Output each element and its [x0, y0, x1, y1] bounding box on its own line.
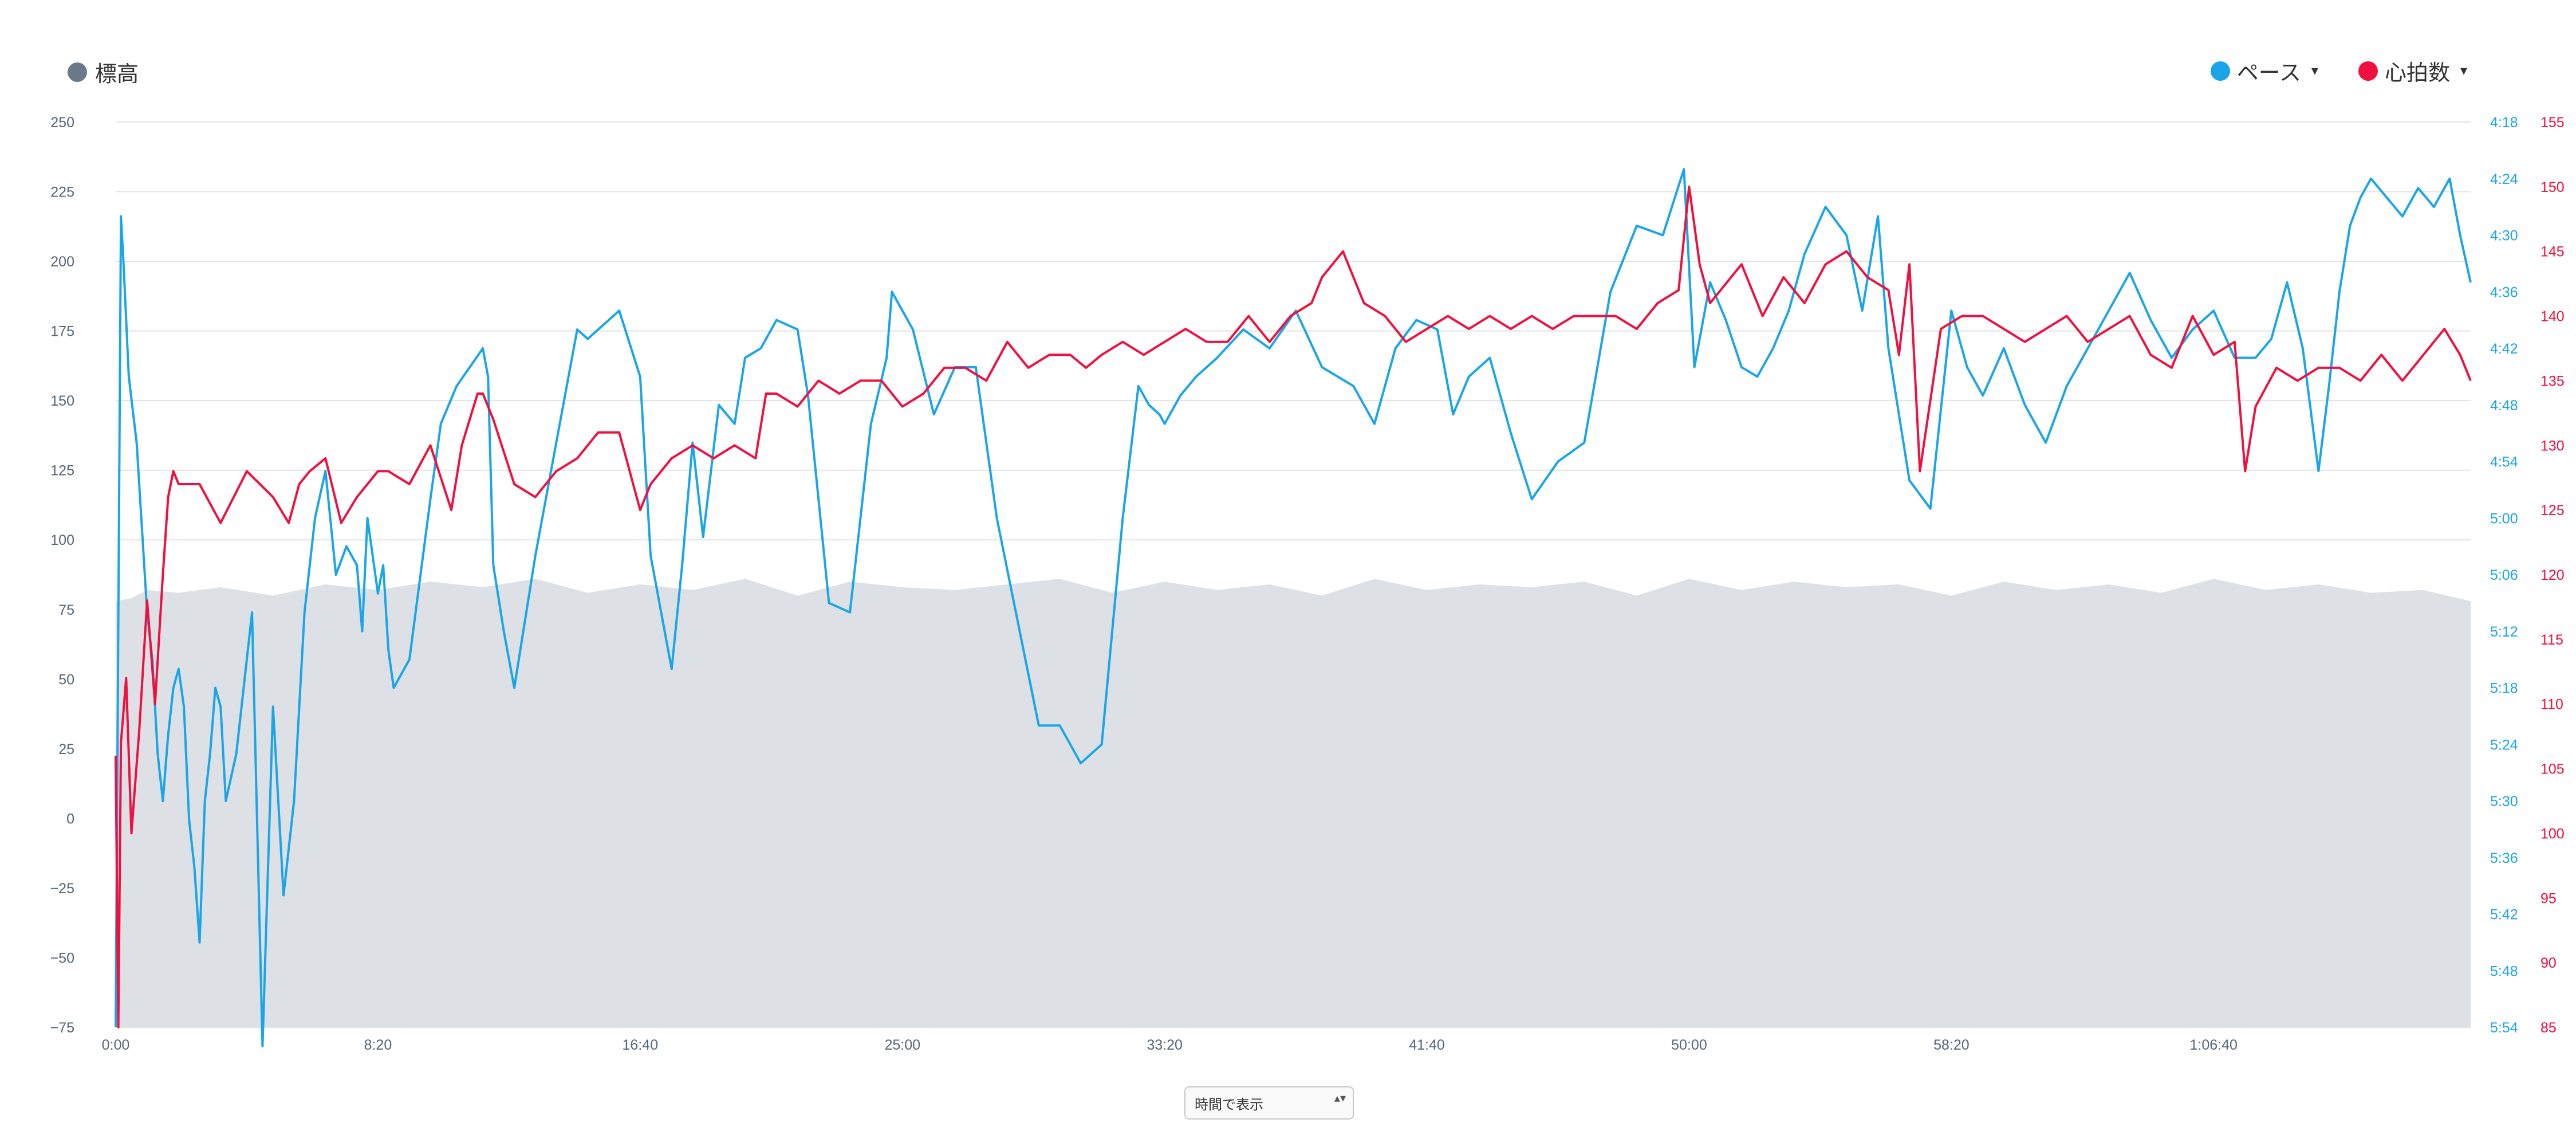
pace-tick-label: 5:12 — [2490, 624, 2518, 640]
hr-tick-label: 100 — [2540, 826, 2565, 842]
pace-tick-label: 4:24 — [2490, 171, 2518, 187]
pace-tick-label: 4:54 — [2490, 454, 2518, 470]
pace-legend-dot — [2210, 61, 2230, 81]
hr-line — [115, 185, 2472, 1028]
display-mode-value: 時間で表示 — [1195, 1097, 1263, 1113]
hr-legend-label: 心拍数 — [2384, 61, 2450, 85]
elevation-tick-label: 150 — [50, 393, 74, 409]
display-mode-select[interactable]: 時間で表示 ▴▾ — [1184, 1086, 1354, 1120]
series-legend: ペース ▾ 心拍数 ▾ — [2210, 55, 2467, 87]
elevation-tick-label: 250 — [50, 115, 74, 131]
hr-tick-label: 110 — [2540, 697, 2563, 713]
elevation-tick-label: −25 — [50, 881, 74, 897]
pace-tick-label: 4:18 — [2490, 115, 2518, 131]
elevation-legend[interactable]: 標高 — [68, 56, 139, 88]
elevation-tick-label: 125 — [50, 463, 74, 479]
pace-tick-label: 5:18 — [2490, 681, 2518, 697]
x-tick-label: 16:40 — [623, 1037, 659, 1053]
hr-tick-label: 130 — [2540, 438, 2565, 454]
elevation-tick-label: 200 — [50, 254, 74, 270]
elevation-tick-label: 100 — [50, 532, 74, 548]
elevation-tick-label: 175 — [50, 324, 74, 340]
elevation-tick-label: 75 — [58, 602, 74, 618]
pace-line — [115, 168, 2472, 1047]
pace-tick-label: 4:36 — [2490, 284, 2518, 300]
x-tick-label: 8:20 — [364, 1037, 392, 1053]
pace-tick-label: 5:42 — [2490, 907, 2518, 923]
x-tick-label: 58:20 — [1933, 1037, 1970, 1053]
pace-dropdown-caret-icon[interactable]: ▾ — [2311, 63, 2318, 78]
hr-dropdown-caret-icon[interactable]: ▾ — [2460, 63, 2467, 78]
pace-tick-label: 4:30 — [2490, 228, 2518, 244]
hr-tick-label: 135 — [2540, 373, 2565, 389]
hr-tick-label: 90 — [2540, 955, 2557, 971]
elevation-legend-label: 標高 — [95, 62, 139, 87]
pace-tick-label: 4:48 — [2490, 398, 2518, 414]
hr-tick-label: 145 — [2540, 244, 2565, 260]
hr-tick-label: 120 — [2540, 567, 2565, 583]
pace-tick-label: 5:54 — [2490, 1020, 2518, 1036]
select-arrows-icon: ▴▾ — [1334, 1092, 1346, 1105]
hr-tick-label: 95 — [2540, 890, 2557, 906]
elevation-tick-label: 50 — [58, 671, 74, 688]
hr-tick-label: 150 — [2540, 179, 2565, 195]
hr-tick-label: 155 — [2540, 115, 2565, 131]
pace-legend-label: ペース — [2236, 61, 2301, 85]
pace-tick-label: 5:06 — [2490, 567, 2518, 583]
elevation-legend-dot — [68, 62, 87, 82]
pace-legend[interactable]: ペース ▾ — [2210, 55, 2318, 87]
hr-tick-label: 140 — [2540, 309, 2565, 325]
x-tick-label: 41:40 — [1409, 1037, 1445, 1053]
x-tick-label: 0:00 — [102, 1037, 130, 1053]
elevation-tick-label: −50 — [50, 950, 74, 966]
pace-tick-label: 4:42 — [2490, 341, 2518, 357]
pace-tick-label: 5:00 — [2490, 510, 2518, 527]
pace-tick-label: 5:30 — [2490, 794, 2518, 810]
hr-tick-label: 105 — [2540, 761, 2565, 777]
x-tick-label: 33:20 — [1147, 1037, 1183, 1053]
x-tick-label: 50:00 — [1671, 1037, 1707, 1053]
elevation-tick-label: 225 — [50, 184, 74, 201]
x-tick-label: 25:00 — [884, 1037, 920, 1053]
pace-tick-label: 5:48 — [2490, 963, 2518, 979]
pace-tick-label: 5:24 — [2490, 737, 2518, 753]
hr-tick-label: 85 — [2540, 1020, 2557, 1036]
x-tick-label: 1:06:40 — [2190, 1037, 2238, 1053]
hr-tick-label: 115 — [2540, 632, 2563, 648]
pace-tick-label: 5:36 — [2490, 850, 2518, 866]
hr-legend[interactable]: 心拍数 ▾ — [2358, 55, 2467, 87]
elevation-area — [116, 579, 2471, 1027]
elevation-tick-label: 25 — [58, 741, 74, 757]
hr-legend-dot — [2358, 61, 2378, 81]
hr-tick-label: 125 — [2540, 502, 2565, 519]
elevation-tick-label: −75 — [50, 1020, 74, 1036]
elevation-tick-label: 0 — [66, 811, 74, 827]
